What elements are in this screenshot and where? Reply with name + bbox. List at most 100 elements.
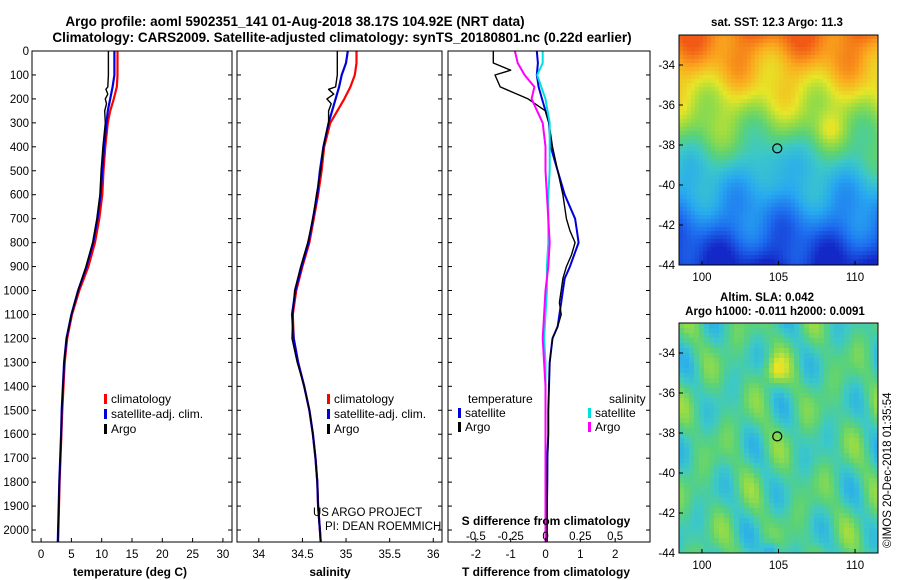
sst-map-y-tick-label-40: -40: [658, 180, 675, 192]
sst-map-x-tick-label-110: 110: [846, 272, 864, 284]
y-tick-label-600: 600: [10, 190, 29, 202]
salinity-series: [290, 50, 358, 543]
temperature-x-tick-label-6: 30: [217, 549, 230, 561]
y-tick-label-1200: 1200: [3, 333, 29, 345]
difference-legend-s-argo-swatch: [588, 422, 591, 432]
credit-project: US ARGO PROJECT: [313, 507, 422, 519]
salinity-legend-1-label: satellite-adj. clim.: [334, 407, 426, 421]
y-tick-label-1500: 1500: [3, 405, 29, 417]
difference-x2-tick-label-2: 0: [542, 531, 548, 543]
difference-legend-salinity-title: salinity: [609, 392, 646, 406]
difference-legend-temperature-title: temperature: [468, 392, 533, 406]
y-tick-label-1900: 1900: [3, 501, 29, 513]
imos-timestamp: ©IMOS 20-Dec-2018 01:35:54: [882, 392, 894, 548]
y-tick-label-1700: 1700: [3, 453, 29, 465]
salinity-x-tick-label-0: 34: [252, 549, 265, 561]
difference-frame: [447, 50, 651, 543]
temperature-series-1: [56, 51, 116, 543]
y-tick-label-1300: 1300: [3, 357, 29, 369]
temperature-legend-1-label: satellite-adj. clim.: [111, 407, 203, 421]
sla-map-y-tick-label-40: -40: [658, 468, 675, 480]
salinity-legend-0-swatch: [327, 394, 330, 404]
salinity-frame: [236, 50, 443, 543]
sst-map-y-tick-label-44: -44: [658, 260, 675, 272]
difference-legend-s-argo-label: Argo: [595, 420, 621, 434]
sst-map-field: [679, 35, 878, 265]
sst-map-x-tick-label-100: 100: [692, 272, 711, 284]
sla-map-field: [679, 323, 878, 553]
y-tick-label-100: 100: [10, 70, 29, 82]
salinity-xlabel: salinity: [309, 565, 351, 579]
difference-x2-tick-label-1: -0.25: [498, 531, 524, 543]
salinity-x-tick-label-4: 36: [427, 549, 440, 561]
difference-panel: -2 -1 0 1 2 -0.5 -0.25 0 0.25 0.5 T difference fr…: [447, 50, 651, 579]
salinity-x-tick-label-1: 34.5: [291, 549, 313, 561]
y-tick-label-900: 900: [10, 262, 29, 274]
difference-x-tick-label-1: -1: [506, 549, 516, 561]
y-tick-label-2000: 2000: [3, 525, 29, 537]
difference-x-tick-label-3: 1: [577, 549, 583, 561]
difference-series-3: [513, 50, 551, 542]
difference-x-tick-label-2: 0: [542, 549, 548, 561]
y-tick-label-1800: 1800: [3, 477, 29, 489]
sla-map-title-line2: Argo h1000: -0.011 h2000: 0.0091: [685, 306, 865, 318]
salinity-panel: 34 34.5 35 35.5 36 salinity climatologysatel…: [236, 50, 443, 579]
temperature-series-2: [57, 51, 110, 543]
y-tick-label-800: 800: [10, 238, 29, 250]
sst-map: sat. SST: 12.3 Argo: 11.3 100 105 110 -34 -3…: [658, 17, 879, 284]
sst-map-title: sat. SST: 12.3 Argo: 11.3: [711, 17, 843, 29]
y-tick-label-400: 400: [10, 142, 29, 154]
sla-map-y-tick-label-38: -38: [658, 428, 675, 440]
salinity-axes: 34 34.5 35 35.5 36: [237, 50, 442, 561]
salinity-series-2: [291, 51, 338, 543]
y-tick-label-1000: 1000: [3, 286, 29, 298]
y-tick-label-700: 700: [10, 214, 29, 226]
temperature-legend-0-label: climatology: [111, 392, 171, 406]
sla-map-y-tick-label-42: -42: [658, 508, 675, 520]
temperature-legend-0-swatch: [104, 394, 107, 404]
temperature-x-tick-label-1: 5: [68, 549, 74, 561]
temperature-series-0: [57, 51, 119, 543]
sst-map-y-tick-label-34: -34: [658, 60, 675, 72]
salinity-series-1: [290, 50, 349, 543]
sla-profile-location-marker: [772, 431, 783, 442]
temperature-x-tick-label-3: 15: [126, 549, 139, 561]
salinity-x-tick-label-2: 35: [340, 549, 353, 561]
salinity-legend-2-label: Argo: [334, 422, 360, 436]
difference-xlabel: T difference from climatology: [462, 565, 630, 579]
sst-map-y-tick-label-42: -42: [658, 220, 675, 232]
difference-x2-tick-label-4: 0.5: [607, 531, 623, 543]
salinity-legend-2-swatch: [327, 424, 330, 434]
temperature-axes: 0 100 200 300 400 500 600 700 800 900 1000 1100 1200…: [3, 46, 232, 561]
y-tick-label-500: 500: [10, 166, 29, 178]
salinity-legend-0-label: climatology: [334, 392, 394, 406]
difference-legend-s-satellite-swatch: [588, 408, 591, 418]
difference-x2-tick-label-0: -0.5: [466, 531, 486, 543]
sst-map-y-tick-label-36: -36: [658, 100, 675, 112]
sla-map: Altim. SLA: 0.042 Argo h1000: -0.011 h20…: [658, 292, 879, 572]
difference-legend: temperature salinitysatelliteArgosatellit…: [458, 392, 646, 434]
temperature-legend-2-swatch: [104, 424, 107, 434]
sla-map-y-tick-label-44: -44: [658, 548, 675, 560]
sla-map-x-tick-label-100: 100: [692, 560, 711, 572]
sla-map-x-tick-label-105: 105: [769, 560, 788, 572]
temperature-x-tick-label-0: 0: [38, 549, 44, 561]
temperature-x-tick-label-4: 20: [156, 549, 169, 561]
temperature-panel: 0 100 200 300 400 500 600 700 800 900 1000 1100 1200…: [3, 46, 233, 579]
figure-title-line1: Argo profile: aoml 5902351_141 01-Aug-20…: [65, 14, 524, 29]
credit-pi: PI: DEAN ROEMMICH: [325, 521, 441, 533]
y-tick-label-1100: 1100: [4, 309, 29, 321]
difference-series-1: [492, 51, 576, 542]
difference-legend-t-satellite-label: satellite: [465, 406, 506, 420]
difference-xlabel-salinity: S difference from climatology: [462, 514, 631, 528]
y-tick-label-200: 200: [10, 94, 29, 106]
temperature-series: [56, 51, 119, 543]
difference-x2-tick-label-3: 0.25: [569, 531, 591, 543]
difference-axes: -2 -1 0 1 2 -0.5 -0.25 0 0.25 0.5: [448, 50, 650, 561]
sla-map-title-line1: Altim. SLA: 0.042: [720, 292, 814, 304]
y-tick-label-300: 300: [10, 118, 29, 130]
figure-title-line2: Climatology: CARS2009. Satellite-adjuste…: [52, 30, 631, 45]
sst-map-y-tick-label-38: -38: [658, 140, 675, 152]
